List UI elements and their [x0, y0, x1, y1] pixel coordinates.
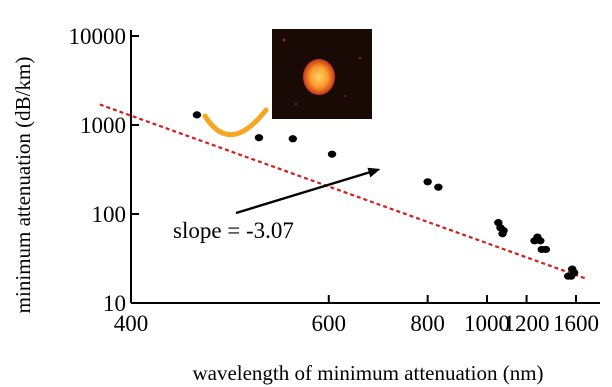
data-point	[569, 268, 579, 277]
x-tick-label: 600	[312, 311, 347, 336]
fiber-inset-image	[272, 29, 372, 119]
data-point	[499, 227, 508, 235]
data-point	[327, 150, 337, 158]
data-point	[288, 135, 298, 143]
y-axis-label: minimum attenuation (dB/km)	[11, 57, 35, 314]
slope-arrow	[235, 170, 373, 215]
x-tick-label: 1200	[504, 311, 550, 336]
data-points	[192, 111, 579, 280]
y-tick-label: 1000	[80, 113, 126, 138]
slope-arrowhead	[367, 167, 381, 178]
data-point	[434, 183, 443, 191]
x-tick-label: 1000	[464, 311, 510, 336]
data-point	[192, 111, 202, 119]
data-point	[536, 237, 545, 245]
slope-annotation: slope = -3.07	[173, 218, 294, 243]
y-tick-label: 10	[103, 291, 126, 316]
x-axis-label: wavelength of minimum attenuation (nm)	[192, 361, 543, 385]
data-point	[254, 134, 264, 142]
y-tick-label: 100	[92, 202, 127, 227]
fit-line	[99, 103, 586, 280]
y-axis-ticks: 10 100 1000 10000	[69, 24, 139, 316]
data-point	[541, 245, 551, 254]
data-point	[423, 178, 432, 186]
y-tick-label: 10000	[69, 24, 127, 49]
x-tick-label: 800	[410, 311, 445, 336]
mode-profile-arc	[202, 107, 269, 137]
x-tick-label: 400	[114, 311, 149, 336]
x-tick-label: 1600	[553, 311, 599, 336]
